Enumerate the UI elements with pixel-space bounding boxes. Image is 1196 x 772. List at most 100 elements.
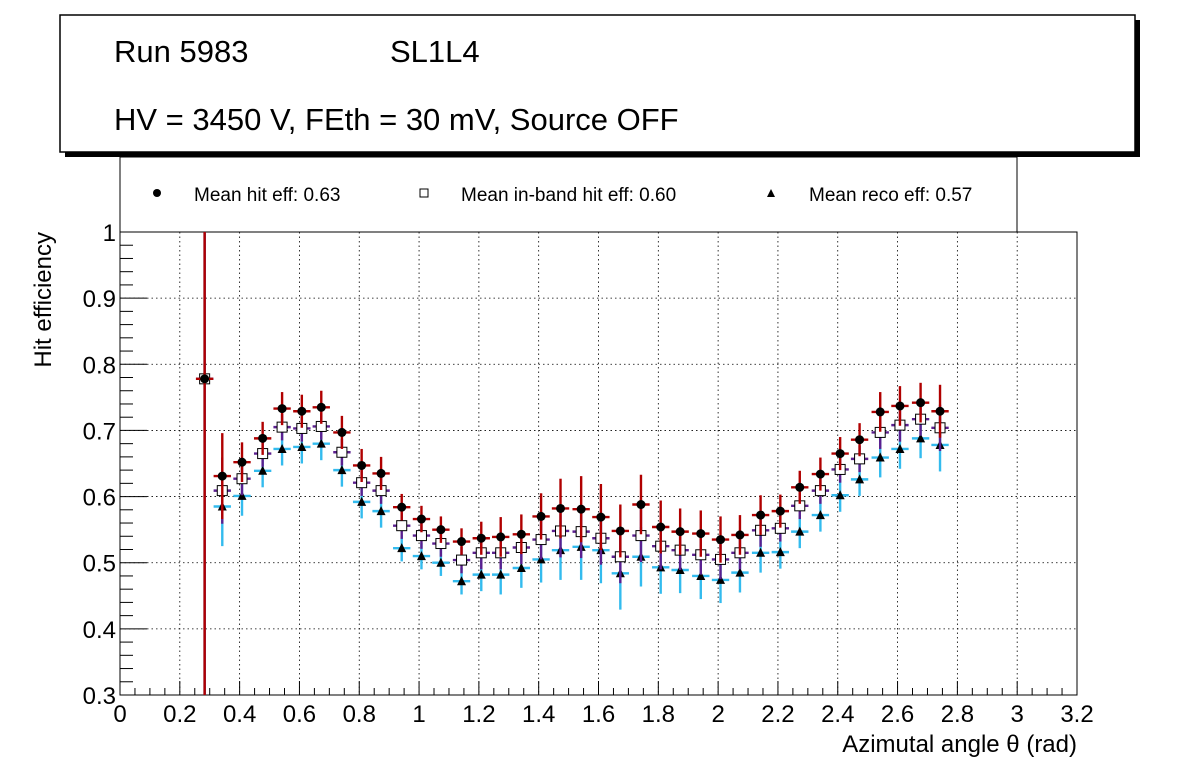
hit-eff-point xyxy=(357,460,367,470)
reco-eff-point xyxy=(855,474,865,484)
hit-eff-point xyxy=(316,402,326,412)
reco-eff-point xyxy=(376,506,386,516)
reco-eff-point xyxy=(716,574,726,584)
x-tick-label: 1.2 xyxy=(462,701,495,728)
reco-eff-point xyxy=(357,496,367,506)
x-tick-label: 0 xyxy=(113,701,126,728)
reco-eff-point xyxy=(735,567,745,577)
hit-eff-point xyxy=(258,433,268,443)
y-axis-label: Hit efficiency xyxy=(30,232,57,368)
axes: 0 0.2 0.4 0.6 0.8 1 1.2 1.4 1.6 1.8 2 2.2 2.4 2.6 2.8 3… xyxy=(83,220,1094,728)
hit-eff-point xyxy=(297,406,307,416)
hit-eff-point xyxy=(815,469,825,479)
legend: Mean hit eff: 0.63 Mean in-band hit eff:… xyxy=(119,156,1018,233)
hit-eff-point xyxy=(875,407,885,417)
inband-eff-point xyxy=(456,554,468,566)
reco-eff-point xyxy=(297,441,307,451)
hit-eff-point xyxy=(576,504,586,514)
grid-lines xyxy=(120,232,1077,695)
y-tick-label: 0.8 xyxy=(83,352,116,379)
x-tick-label: 0.4 xyxy=(223,701,256,728)
hit-eff-point xyxy=(277,404,287,414)
reco-eff-point xyxy=(277,443,287,453)
series-triangle xyxy=(195,232,949,695)
reco-eff-point xyxy=(696,570,706,580)
layer-label: SL1L4 xyxy=(390,34,480,69)
x-tick-label: 1.6 xyxy=(582,701,615,728)
reco-eff-point xyxy=(916,433,926,443)
hit-eff-point xyxy=(397,502,407,512)
reco-eff-point xyxy=(316,438,326,448)
hit-eff-point xyxy=(476,533,486,543)
reco-eff-point xyxy=(237,490,247,500)
reco-eff-point xyxy=(775,547,785,557)
hit-eff-point xyxy=(436,525,446,535)
reco-eff-point xyxy=(815,510,825,520)
x-tick-label: 0.2 xyxy=(163,701,196,728)
conditions-label: HV = 3450 V, FEth = 30 mV, Source OFF xyxy=(114,102,679,137)
data-series xyxy=(195,232,949,695)
reco-eff-point xyxy=(756,547,766,557)
hit-eff-point xyxy=(200,374,210,384)
legend-reco-label: Mean reco eff: 0.57 xyxy=(809,185,972,206)
hit-eff-point xyxy=(675,527,685,537)
legend-circle-marker xyxy=(153,189,161,197)
x-tick-label: 2.6 xyxy=(881,701,914,728)
x-tick-label: 1 xyxy=(412,701,425,728)
y-tick-label: 1 xyxy=(103,220,116,247)
hit-eff-point xyxy=(895,401,905,411)
hit-eff-point xyxy=(855,435,865,445)
y-tick-label: 0.7 xyxy=(83,418,116,445)
reco-eff-point xyxy=(457,576,467,586)
hit-eff-point xyxy=(416,514,426,524)
x-tick-label: 3 xyxy=(1011,701,1024,728)
header-box: Run 5983 SL1L4 HV = 3450 V, FEth = 30 mV… xyxy=(59,14,1140,157)
y-tick-label: 0.3 xyxy=(83,683,116,710)
reco-eff-point xyxy=(416,551,426,561)
hit-eff-point xyxy=(795,482,805,492)
reco-eff-point xyxy=(436,557,446,567)
x-axis-label: Azimutal angle θ (rad) xyxy=(842,731,1077,758)
reco-eff-point xyxy=(516,563,526,573)
x-tick-label: 1.4 xyxy=(522,701,555,728)
legend-triangle-marker xyxy=(767,189,775,197)
legend-square-marker xyxy=(419,188,429,198)
hit-eff-point xyxy=(237,457,247,467)
hit-eff-point xyxy=(496,532,506,542)
x-tick-label: 2 xyxy=(711,701,724,728)
hit-eff-point xyxy=(656,522,666,532)
reco-eff-point xyxy=(337,465,347,475)
reco-eff-point xyxy=(496,569,506,579)
y-tick-label: 0.4 xyxy=(83,617,116,644)
reco-eff-point xyxy=(476,569,486,579)
run-label: Run 5983 xyxy=(114,34,248,69)
hit-eff-point xyxy=(457,537,467,547)
x-tick-label: 1.8 xyxy=(642,701,675,728)
hit-eff-point xyxy=(935,406,945,416)
hit-eff-point xyxy=(916,398,926,408)
hit-eff-point xyxy=(835,449,845,459)
hit-eff-point xyxy=(735,530,745,540)
hit-eff-point xyxy=(775,506,785,516)
x-tick-label: 2.4 xyxy=(821,701,854,728)
y-tick-label: 0.9 xyxy=(83,286,116,313)
reco-eff-point xyxy=(835,490,845,500)
legend-hit-label: Mean hit eff: 0.63 xyxy=(194,185,340,206)
y-tick-label: 0.6 xyxy=(83,485,116,512)
hit-eff-point xyxy=(516,529,526,539)
reco-eff-point xyxy=(795,526,805,536)
x-tick-label: 2.8 xyxy=(941,701,974,728)
reco-eff-point xyxy=(258,465,268,475)
series-circle xyxy=(195,232,949,695)
x-tick-label: 0.8 xyxy=(343,701,376,728)
hit-eff-point xyxy=(556,503,566,513)
x-tick-label: 2.2 xyxy=(761,701,794,728)
legend-inband-label: Mean in-band hit eff: 0.60 xyxy=(461,185,676,206)
hit-eff-point xyxy=(716,535,726,545)
hit-eff-point xyxy=(696,529,706,539)
inband-eff-point xyxy=(396,520,408,532)
reco-eff-point xyxy=(397,543,407,553)
reco-eff-point xyxy=(895,443,905,453)
hit-eff-point xyxy=(217,471,227,481)
